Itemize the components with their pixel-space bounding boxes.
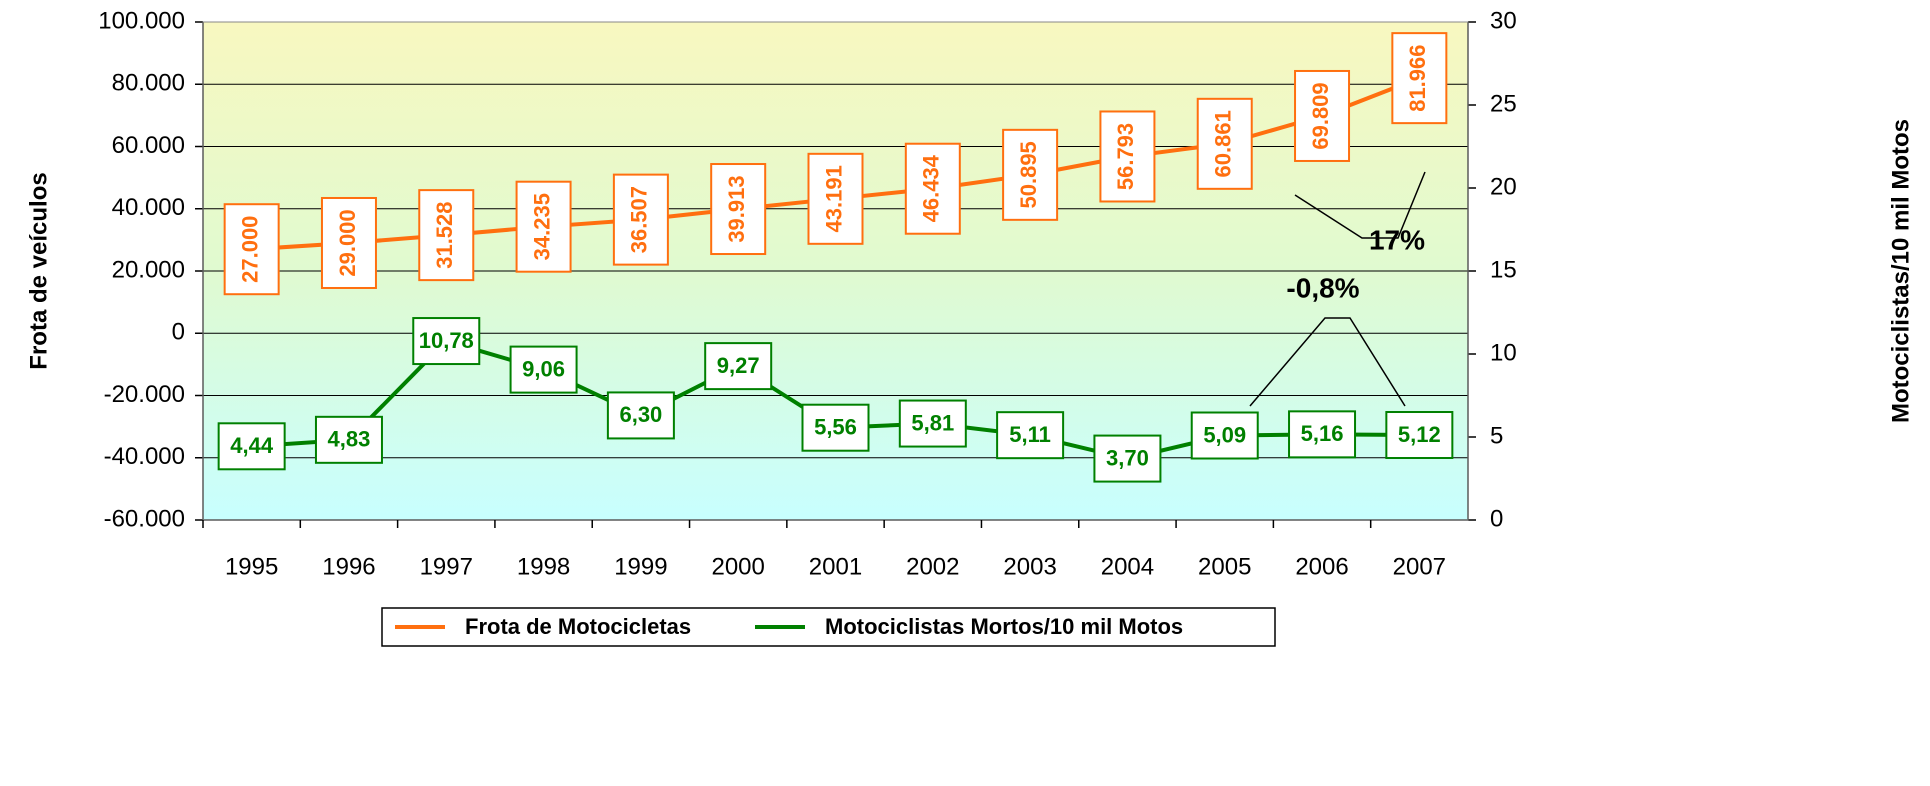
y-tick-label: 80.000 — [112, 70, 185, 97]
y2-tick-label: 5 — [1490, 422, 1503, 449]
y-axis-title: Frota de veículos — [25, 172, 52, 369]
y2-tick-label: 20 — [1490, 173, 1517, 200]
data-label: 60.861 — [1211, 110, 1236, 177]
data-label-box — [1099, 110, 1156, 203]
y2-tick-label: 15 — [1490, 256, 1517, 283]
data-label-box — [807, 152, 864, 245]
data-label-box — [217, 422, 286, 471]
data-label-box — [704, 342, 773, 391]
data-label-box — [1093, 434, 1162, 483]
data-label: 56.793 — [1113, 123, 1138, 190]
x-tick-label: 2007 — [1393, 553, 1446, 580]
data-label: 4,83 — [328, 427, 371, 452]
data-label: 69.809 — [1308, 82, 1333, 149]
data-label: 43.191 — [821, 165, 846, 232]
x-tick-label: 1995 — [225, 553, 278, 580]
data-label-box — [904, 142, 961, 235]
y-tick-label: 0 — [172, 319, 185, 346]
data-label-box — [223, 203, 280, 296]
data-label-box — [515, 180, 572, 273]
data-label-box — [996, 411, 1065, 460]
data-label: 9,27 — [717, 353, 760, 378]
data-label: 39.913 — [724, 175, 749, 242]
y-tick-label: 100.000 — [98, 7, 185, 34]
data-label: 27.000 — [237, 216, 262, 283]
y-tick-label: -40.000 — [104, 443, 185, 470]
data-label-box — [898, 399, 967, 448]
data-label-box — [1002, 128, 1059, 221]
y2-tick-label: 10 — [1490, 339, 1517, 366]
data-label-box — [606, 391, 675, 440]
y2-axis-title: Motociclistas/10 mil Motos — [1887, 119, 1914, 423]
data-label: 50.895 — [1016, 141, 1041, 208]
data-label-box — [412, 317, 481, 366]
y-tick-label: -20.000 — [104, 381, 185, 408]
data-label: 10,78 — [419, 328, 474, 353]
legend-label: Motociclistas Mortos/10 mil Motos — [825, 614, 1183, 639]
y2-tick-label: 0 — [1490, 505, 1503, 532]
y2-tick-label: 25 — [1490, 90, 1517, 117]
legend-box — [381, 607, 1276, 647]
x-tick-label: 1997 — [420, 553, 473, 580]
x-tick-label: 2001 — [809, 553, 862, 580]
data-label: 6,30 — [619, 402, 662, 427]
x-tick-label: 2000 — [711, 553, 764, 580]
y-tick-label: 20.000 — [112, 256, 185, 283]
data-label: 9,06 — [522, 356, 565, 381]
data-label-box — [1391, 32, 1448, 125]
data-label-box — [1294, 69, 1351, 162]
data-label-box — [710, 163, 767, 256]
data-label: 46.434 — [919, 154, 944, 222]
y-tick-label: -60.000 — [104, 505, 185, 532]
data-label: 5,16 — [1301, 421, 1344, 446]
data-label-box — [1196, 97, 1253, 190]
x-tick-label: 1996 — [322, 553, 375, 580]
x-tick-label: 2002 — [906, 553, 959, 580]
data-label: 31.528 — [432, 201, 457, 268]
x-tick-label: 1998 — [517, 553, 570, 580]
data-label-box — [1385, 411, 1454, 460]
x-tick-label: 2005 — [1198, 553, 1251, 580]
x-tick-label: 2006 — [1295, 553, 1348, 580]
y-tick-label: 40.000 — [112, 194, 185, 221]
data-label: 4,44 — [230, 433, 274, 458]
y2-tick-label: 30 — [1490, 7, 1517, 34]
data-label: 5,12 — [1398, 422, 1441, 447]
data-label-box — [314, 415, 383, 464]
annotation-leaders — [1249, 171, 1426, 407]
data-label: 3,70 — [1106, 445, 1149, 470]
legend-label: Frota de Motocicletas — [465, 614, 691, 639]
data-label-box — [418, 189, 475, 282]
data-label: 29.000 — [335, 209, 360, 276]
data-label: 5,56 — [814, 415, 857, 440]
data-label: 5,81 — [911, 410, 954, 435]
data-label: 34.235 — [529, 193, 554, 260]
data-label: 5,09 — [1203, 422, 1246, 447]
x-tick-label: 2003 — [1003, 553, 1056, 580]
data-label-box — [509, 345, 578, 394]
y-tick-label: 60.000 — [112, 132, 185, 159]
data-label-box — [320, 196, 377, 289]
data-label-box — [801, 403, 870, 452]
annotation: -0,8% — [1286, 272, 1359, 303]
data-label-box — [1190, 411, 1259, 460]
data-label-box — [1288, 410, 1357, 459]
data-label: 5,11 — [1009, 422, 1051, 447]
x-tick-label: 2004 — [1101, 553, 1154, 580]
data-label: 36.507 — [627, 186, 652, 253]
data-label: 81.966 — [1405, 44, 1430, 111]
data-label-box — [612, 173, 669, 266]
x-tick-label: 1999 — [614, 553, 667, 580]
annotation: 17% — [1369, 224, 1425, 255]
plot-border — [202, 21, 1469, 521]
